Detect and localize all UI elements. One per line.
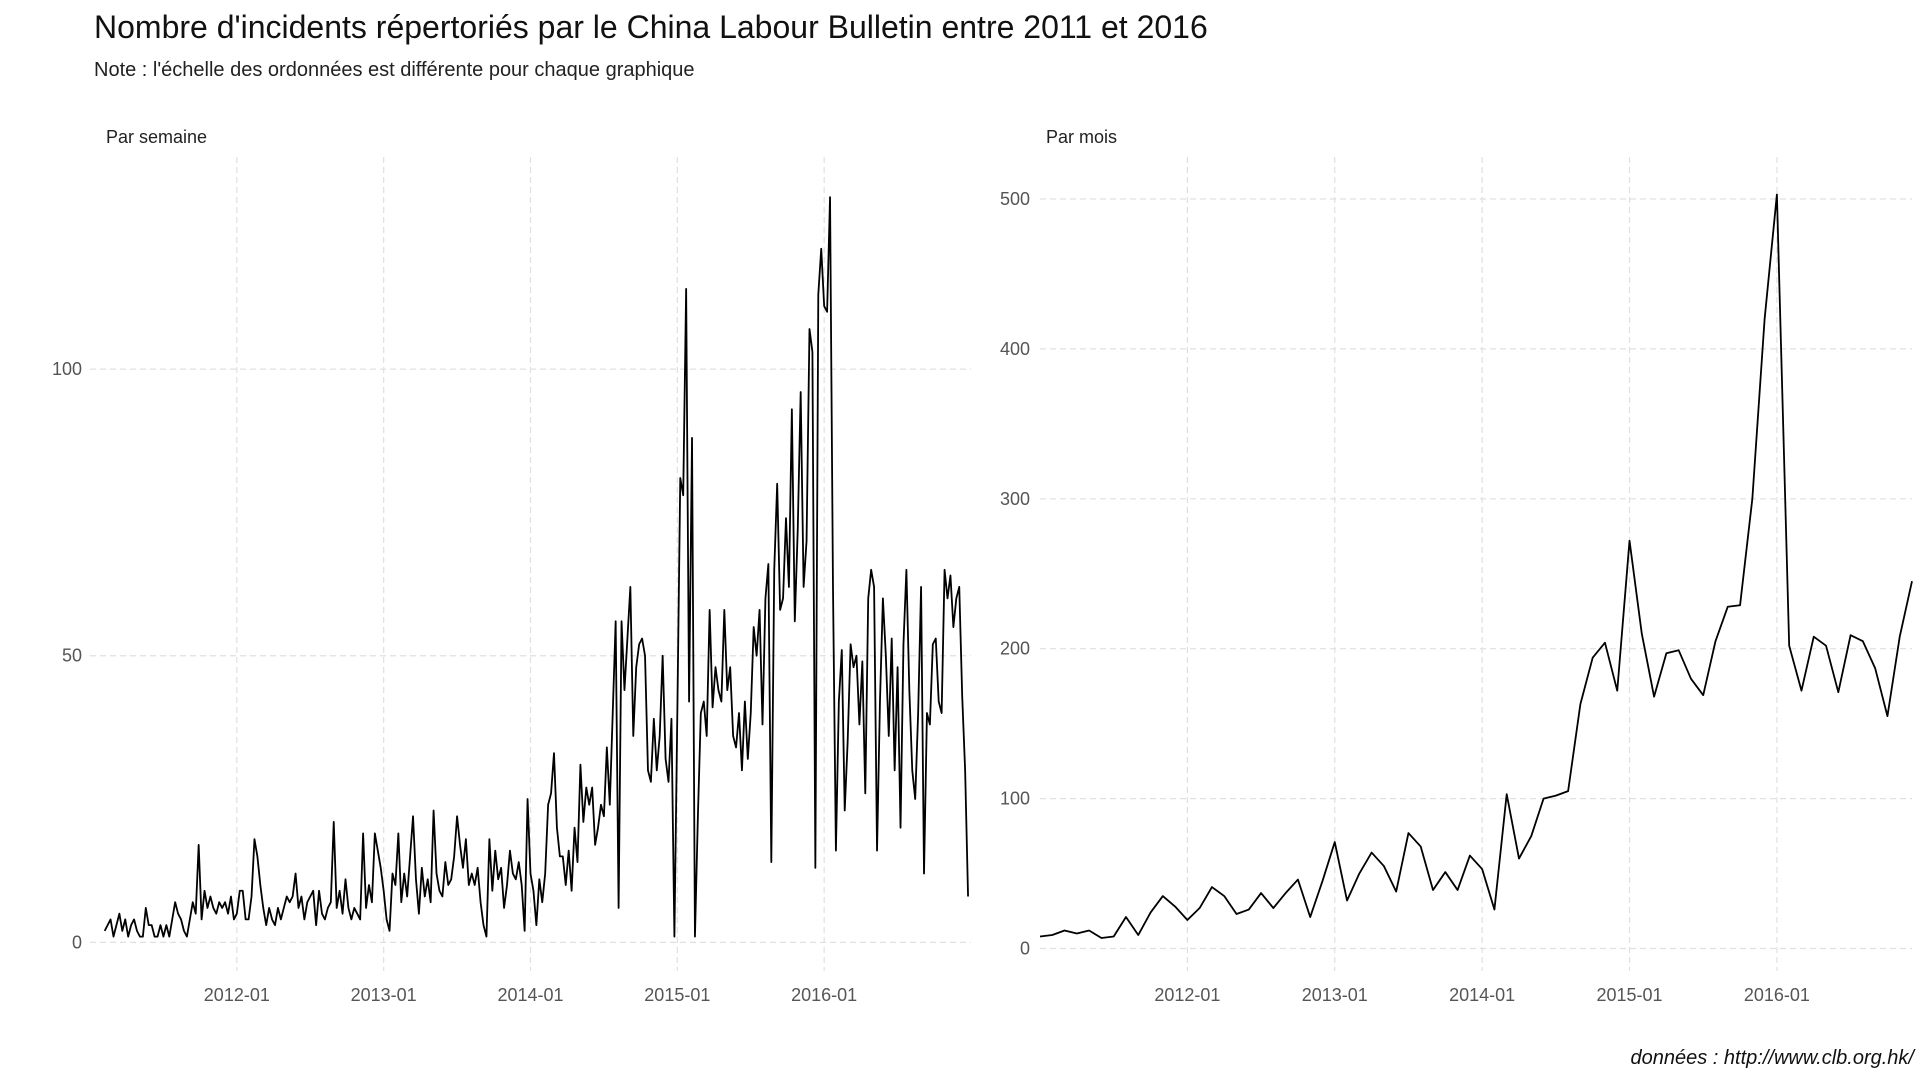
y-tick-label: 0 xyxy=(1020,939,1030,959)
y-tick-label: 100 xyxy=(52,359,82,379)
panel-title: Par semaine xyxy=(106,127,207,147)
x-tick-label: 2016-01 xyxy=(791,985,857,1005)
y-tick-label: 0 xyxy=(72,932,82,952)
panel-title: Par mois xyxy=(1046,127,1117,147)
y-tick-label: 300 xyxy=(1000,489,1030,509)
x-tick-label: 2012-01 xyxy=(1154,985,1220,1005)
x-tick-label: 2012-01 xyxy=(204,985,270,1005)
x-tick-label: 2014-01 xyxy=(1449,985,1515,1005)
chart-subtitle: Note : l'échelle des ordonnées est diffé… xyxy=(94,59,695,81)
y-tick-label: 500 xyxy=(1000,189,1030,209)
y-tick-label: 50 xyxy=(62,646,82,666)
x-tick-label: 2013-01 xyxy=(1302,985,1368,1005)
x-tick-label: 2015-01 xyxy=(1596,985,1662,1005)
x-tick-label: 2013-01 xyxy=(351,985,417,1005)
x-tick-label: 2016-01 xyxy=(1744,985,1810,1005)
y-tick-label: 100 xyxy=(1000,789,1030,809)
x-tick-label: 2015-01 xyxy=(644,985,710,1005)
x-tick-label: 2014-01 xyxy=(497,985,563,1005)
caption: données : http://www.clb.org.hk/ xyxy=(1631,1047,1917,1069)
data-line xyxy=(103,196,969,938)
chart-title: Nombre d'incidents répertoriés par le Ch… xyxy=(94,9,1208,45)
y-tick-label: 200 xyxy=(1000,639,1030,659)
y-tick-label: 400 xyxy=(1000,339,1030,359)
data-line xyxy=(1039,193,1913,939)
